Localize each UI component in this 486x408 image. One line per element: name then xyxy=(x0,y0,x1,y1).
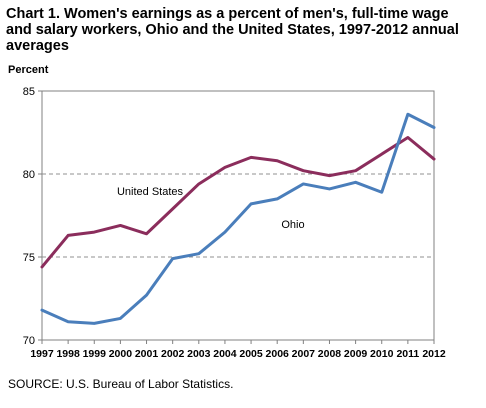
x-tick-label: 2011 xyxy=(396,348,419,360)
x-tick-label: 2000 xyxy=(109,348,133,360)
data-point-united-states xyxy=(250,156,253,159)
data-point-united-states xyxy=(223,166,226,169)
y-tick-label: 70 xyxy=(23,335,35,347)
source-note: SOURCE: U.S. Bureau of Labor Statistics. xyxy=(8,377,234,391)
x-tick-label: 2004 xyxy=(213,348,237,360)
x-tick-label: 2010 xyxy=(370,348,394,360)
x-tick-label: 2005 xyxy=(239,348,263,360)
data-point-ohio xyxy=(433,126,436,129)
data-point-ohio xyxy=(41,309,44,312)
chart-title: Chart 1. Women's earnings as a percent o… xyxy=(6,6,459,54)
y-tick-label: 75 xyxy=(23,252,35,264)
series-line-united-states xyxy=(40,135,436,269)
data-point-united-states xyxy=(171,207,174,210)
data-point-united-states xyxy=(197,182,200,185)
data-point-united-states xyxy=(276,159,279,162)
data-point-united-states xyxy=(354,169,357,172)
data-point-ohio xyxy=(328,187,331,190)
data-point-ohio xyxy=(93,322,96,325)
y-tick-label: 85 xyxy=(23,86,35,98)
data-point-ohio xyxy=(276,197,279,200)
data-point-united-states xyxy=(380,153,383,156)
y-axis-label: Percent xyxy=(8,64,49,76)
x-tick-label: 1998 xyxy=(56,348,80,360)
data-point-united-states xyxy=(145,232,148,235)
data-point-ohio xyxy=(145,294,148,297)
x-tick-label: 2012 xyxy=(422,348,446,360)
data-point-united-states xyxy=(67,234,70,237)
data-point-ohio xyxy=(119,317,122,320)
series-label: United States xyxy=(117,186,184,198)
plot-frame xyxy=(41,90,435,341)
data-point-ohio xyxy=(171,257,174,260)
x-tick-label: 2009 xyxy=(344,348,368,360)
data-point-ohio xyxy=(354,181,357,184)
x-tick-label: 1999 xyxy=(83,348,107,360)
data-point-ohio xyxy=(223,231,226,234)
x-tick-label: 2001 xyxy=(135,348,159,360)
data-point-united-states xyxy=(406,136,409,139)
data-point-united-states xyxy=(328,174,331,177)
data-point-united-states xyxy=(93,231,96,234)
data-point-ohio xyxy=(67,320,70,323)
y-tick-label: 80 xyxy=(23,169,35,181)
data-point-ohio xyxy=(380,191,383,194)
x-tick-label: 2002 xyxy=(161,348,185,360)
series-label: Ohio xyxy=(281,219,304,231)
x-tick-label: 2007 xyxy=(292,348,316,360)
x-tick-label: 2008 xyxy=(318,348,342,360)
data-point-united-states xyxy=(433,158,436,161)
data-point-united-states xyxy=(41,265,44,268)
data-point-united-states xyxy=(119,224,122,227)
data-point-united-states xyxy=(302,169,305,172)
x-tick-label: 2003 xyxy=(187,348,211,360)
data-point-ohio xyxy=(302,182,305,185)
series-line-ohio xyxy=(40,112,436,325)
data-point-ohio xyxy=(197,252,200,255)
data-point-ohio xyxy=(406,113,409,116)
plot-area: 70 75 80 85 1997 1998 1999 2000 2001 2002 2003 2004… xyxy=(23,86,446,360)
x-tick-label: 2006 xyxy=(266,348,290,360)
data-point-ohio xyxy=(250,202,253,205)
x-tick-label: 1997 xyxy=(30,348,54,360)
